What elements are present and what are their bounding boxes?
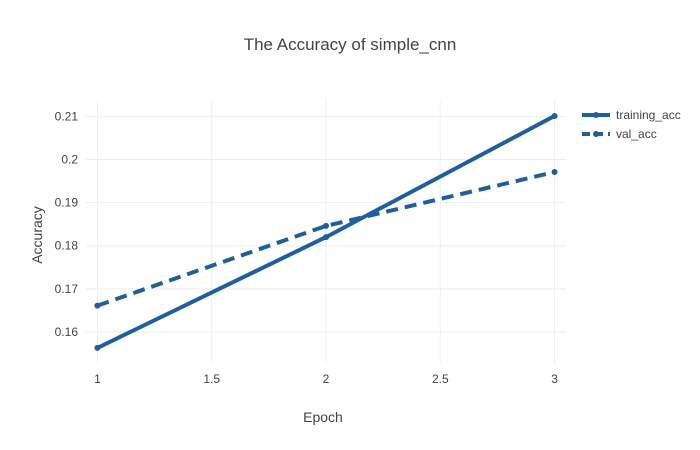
legend-label-training-acc: training_acc [616,108,681,122]
legend-item-val-acc[interactable]: val_acc [582,127,657,141]
y-tick-label: 0.19 [55,196,79,210]
chart-title: The Accuracy of simple_cnn [244,35,457,54]
legend-marker-val-acc [593,131,599,137]
x-axis-title: Epoch [303,409,343,425]
x-tick-label: 2.5 [432,372,449,386]
y-tick-label: 0.16 [55,325,79,339]
x-tick-label: 1 [94,372,101,386]
data-point-val-acc[interactable] [551,169,558,176]
grid [86,100,566,363]
y-tick-label: 0.17 [55,282,79,296]
legend-marker-training-acc [593,112,599,118]
legend-item-training-acc[interactable]: training_acc [582,108,681,122]
data-point-val-acc[interactable] [323,222,329,229]
data-point-training-acc[interactable] [94,344,101,351]
series-layer [94,112,558,351]
data-point-training-acc[interactable] [323,234,329,241]
legend-label-val-acc: val_acc [616,127,657,141]
x-tick-label: 3 [551,372,558,386]
y-tick-label: 0.2 [61,152,78,166]
legend: training_acc val_acc [582,108,681,141]
x-tick-label: 2 [323,372,330,386]
tick-labels: 1 1.5 2 2.5 3 0.16 0.17 0.18 0.19 0.2 0.21 [55,109,559,386]
data-point-val-acc[interactable] [94,302,101,309]
y-tick-label: 0.21 [55,109,79,123]
y-axis-title: Accuracy [29,206,45,264]
y-tick-label: 0.18 [55,239,79,253]
series-line-val-acc [96,170,556,308]
data-point-training-acc[interactable] [551,112,558,119]
x-tick-label: 1.5 [203,372,220,386]
